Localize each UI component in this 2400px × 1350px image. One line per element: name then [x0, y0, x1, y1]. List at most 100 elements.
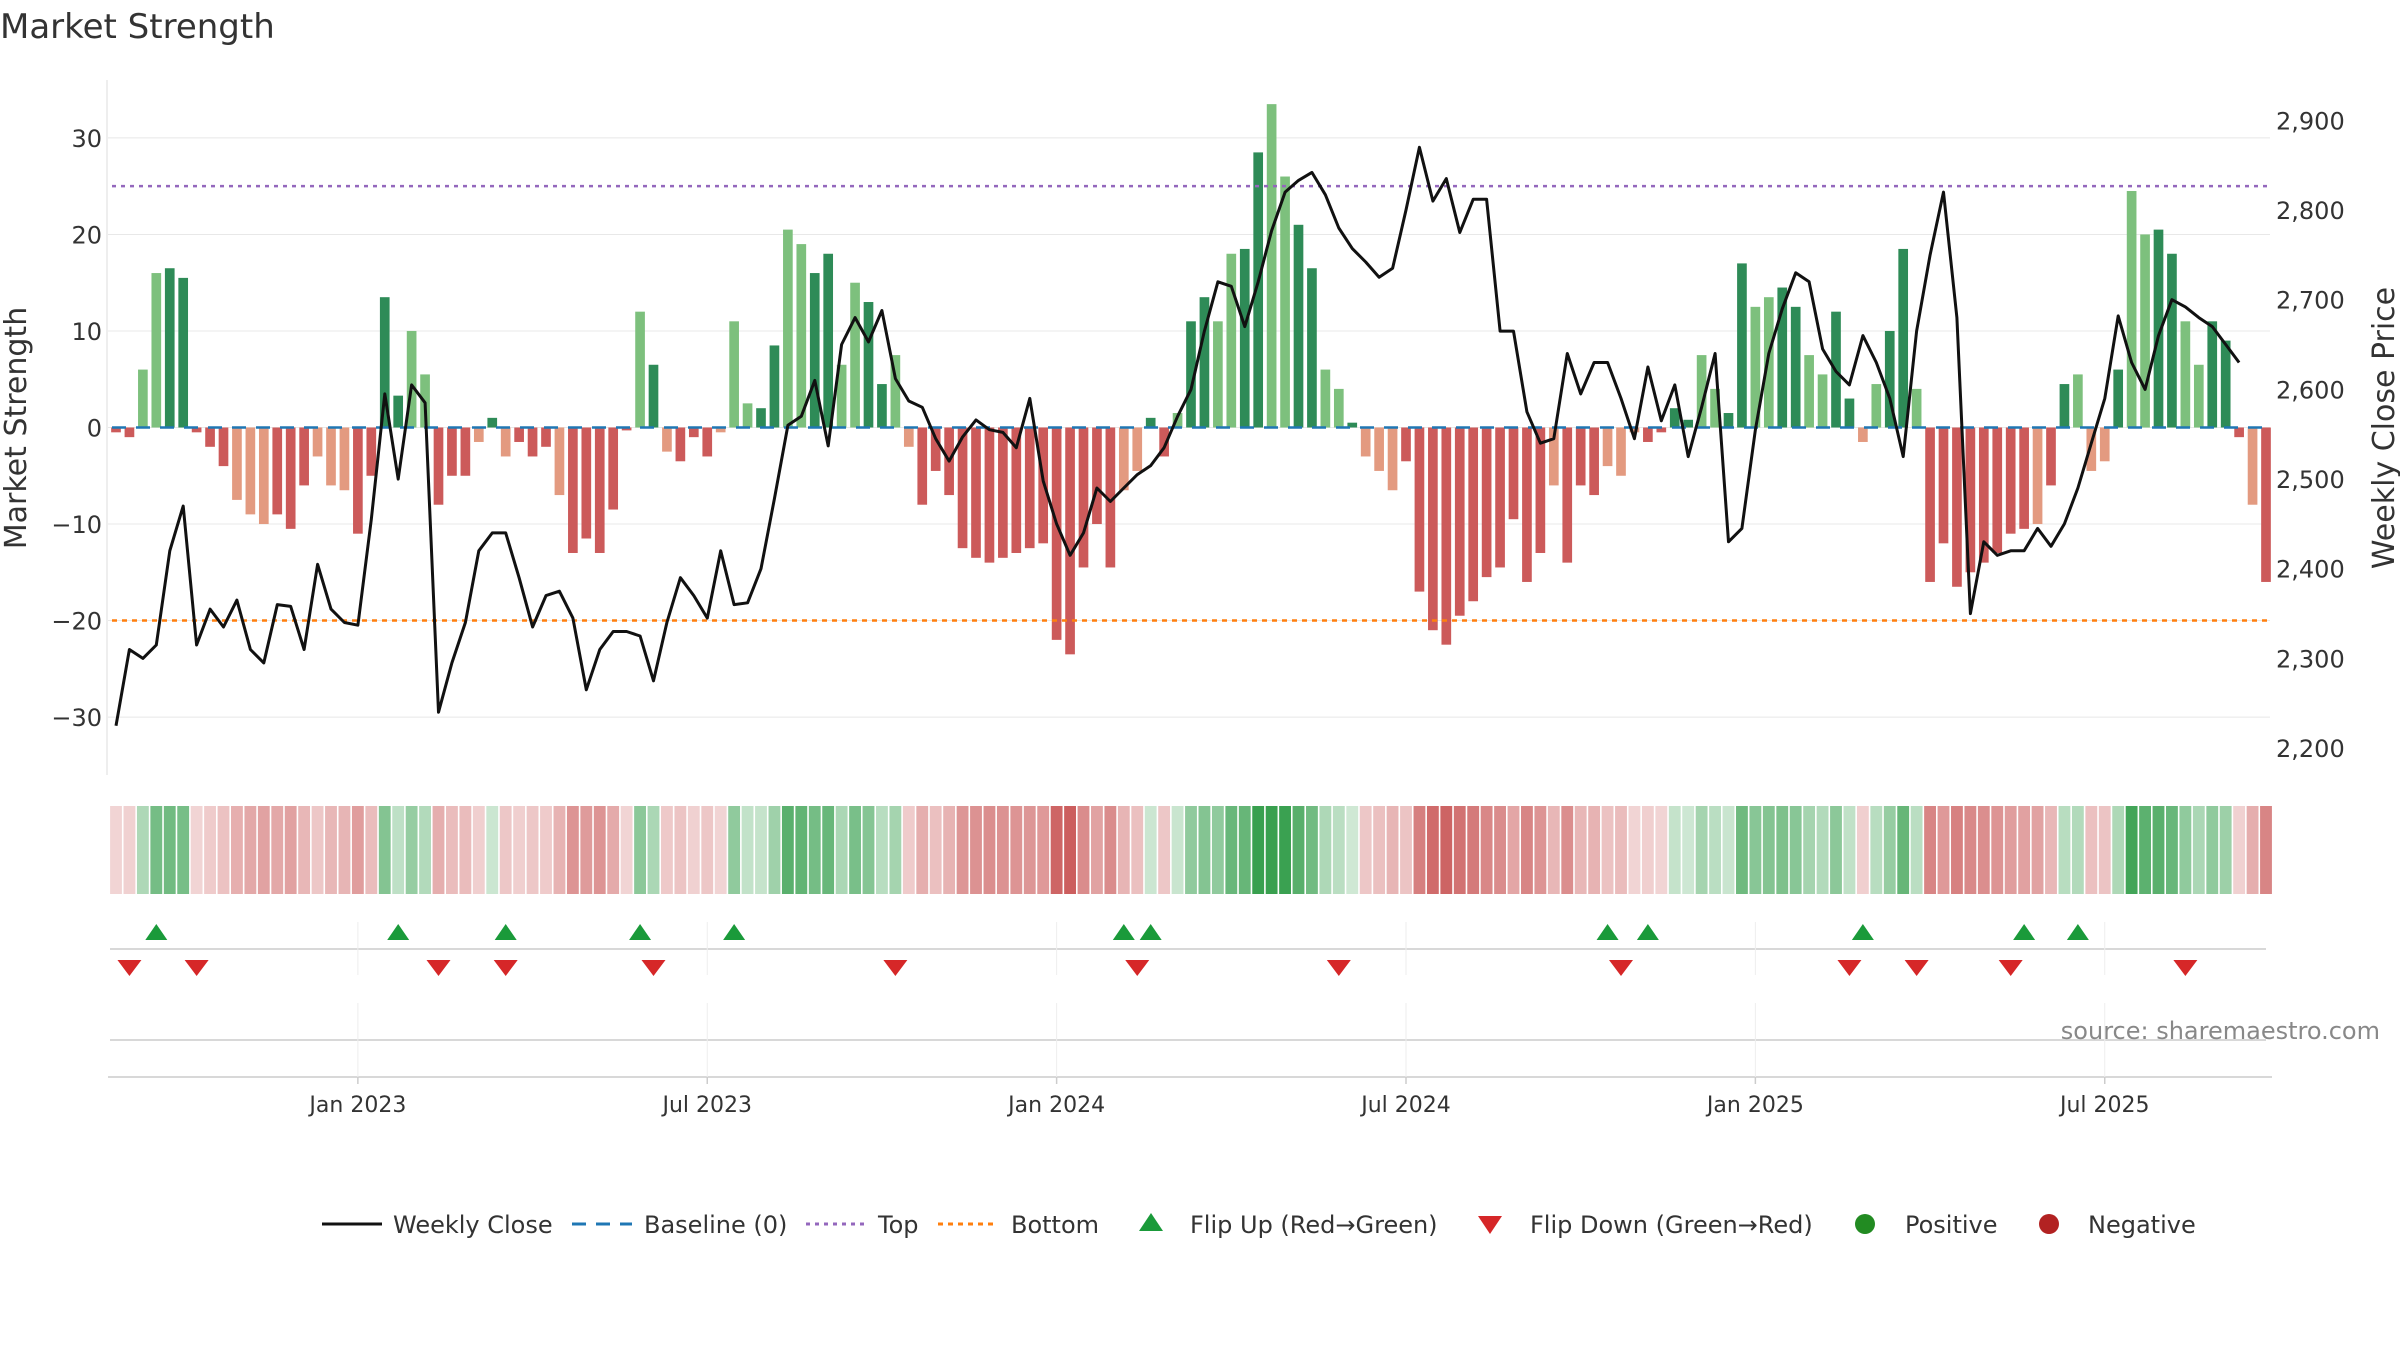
legend-top: Top — [877, 1211, 919, 1239]
heat-cell — [1736, 806, 1748, 894]
strength-bar — [1804, 355, 1814, 428]
flip-down-marker — [641, 960, 666, 976]
strength-bar — [1952, 427, 1962, 587]
heat-cell — [2018, 806, 2031, 894]
heat-cell — [2166, 806, 2178, 894]
bars — [111, 104, 2271, 655]
flip-down-marker — [1904, 960, 1929, 976]
strength-bar — [1387, 427, 1398, 491]
heat-cell — [661, 806, 673, 894]
strength-bar — [648, 364, 659, 428]
strength-bar — [1481, 427, 1492, 578]
heat-cell — [1722, 806, 1735, 894]
strength-bar — [1320, 369, 1331, 428]
heat-cell — [607, 806, 620, 894]
flip-up-marker — [1139, 924, 1162, 940]
heat-cell — [889, 806, 902, 894]
heat-cell — [446, 806, 458, 894]
strength-bar — [998, 427, 1008, 558]
heat-cell — [674, 806, 687, 894]
heat-cell — [593, 806, 606, 894]
heat-cell — [1628, 806, 1641, 894]
heat-cell — [1709, 806, 1721, 894]
heat-cell — [2260, 806, 2272, 894]
heat-cell — [123, 806, 136, 894]
heat-cell — [1991, 806, 2004, 894]
heat-cell — [929, 806, 942, 894]
heat-cell — [177, 806, 190, 894]
strength-bar — [2046, 427, 2056, 486]
heat-cell — [1924, 806, 1936, 894]
heat-cell — [1977, 806, 1990, 894]
strength-bar — [1669, 408, 1680, 428]
flip-down-marker — [2173, 960, 2198, 976]
strength-bar — [1898, 248, 1909, 428]
strength-bar — [903, 427, 914, 447]
heat-cell — [1870, 806, 1883, 894]
legend-negative-marker — [2039, 1214, 2059, 1234]
strength-bar — [1414, 427, 1425, 592]
heat-cell — [1467, 806, 1480, 894]
heat-cell — [634, 806, 646, 894]
legend-weekly-close: Weekly Close — [393, 1211, 553, 1239]
strength-bar — [1696, 355, 1707, 428]
strength-bar — [1844, 398, 1855, 428]
strength-bar — [366, 427, 377, 476]
heat-cell — [1091, 806, 1103, 894]
flip-down-marker — [493, 960, 518, 976]
heat-cell — [916, 806, 929, 894]
strength-bar — [769, 345, 780, 428]
legend-flip-up: Flip Up (Red→Green) — [1190, 1211, 1438, 1239]
y2-axis-label: Weekly Close Price — [2367, 287, 2400, 569]
strength-bar — [1643, 427, 1653, 442]
strength-bar — [1333, 388, 1344, 428]
heat-cell — [405, 806, 418, 894]
heat-cell — [1238, 806, 1251, 894]
strength-bar — [1401, 427, 1411, 462]
strength-bar — [836, 364, 847, 428]
x-tick-label: Jul 2024 — [1359, 1093, 1451, 1118]
heat-cell — [822, 806, 835, 894]
heat-cell — [1306, 806, 1318, 894]
strength-bar — [957, 427, 968, 549]
y-tick-label: −30 — [51, 704, 102, 732]
heat-cell — [620, 806, 633, 894]
heat-cell — [1265, 806, 1278, 894]
heat-cell — [1668, 806, 1681, 894]
heat-cell — [1641, 806, 1654, 894]
legend-flip-down-marker — [1478, 1216, 1502, 1234]
heat-cell — [2246, 806, 2259, 894]
y-tick-label: −10 — [51, 511, 102, 539]
y2-tick-label: 2,900 — [2276, 107, 2345, 135]
heat-cell — [1856, 806, 1869, 894]
heat-cell — [1104, 806, 1117, 894]
strength-bar — [205, 427, 215, 447]
strength-bar — [2247, 427, 2258, 505]
strength-bar — [1253, 152, 1264, 428]
strength-bar — [1239, 248, 1250, 428]
legend-bottom: Bottom — [1011, 1211, 1099, 1239]
strength-bar — [1656, 427, 1667, 433]
heat-cell — [1144, 806, 1157, 894]
strength-bar — [1159, 427, 1169, 457]
heat-cell — [1332, 806, 1345, 894]
legend: Weekly Close Baseline (0) Top Bottom Fli… — [322, 1211, 2196, 1239]
heat-cell — [1158, 806, 1171, 894]
flip-markers — [110, 924, 2266, 976]
heat-cell — [1574, 806, 1587, 894]
heat-cell — [2139, 806, 2151, 894]
heat-cell — [1910, 806, 1923, 894]
strength-bar — [2032, 427, 2043, 525]
heat-cell — [1897, 806, 1910, 894]
strength-bar — [1293, 224, 1304, 428]
heat-cell — [2071, 806, 2084, 894]
strength-bar — [1817, 374, 1828, 428]
heat-cell — [862, 806, 875, 894]
heat-cell — [1749, 806, 1762, 894]
heat-cell — [943, 806, 956, 894]
strength-bar — [312, 427, 323, 457]
flip-down-marker — [184, 960, 209, 976]
heat-cell — [1064, 806, 1076, 894]
strength-bar — [2005, 427, 2016, 534]
heat-cell — [795, 806, 808, 894]
